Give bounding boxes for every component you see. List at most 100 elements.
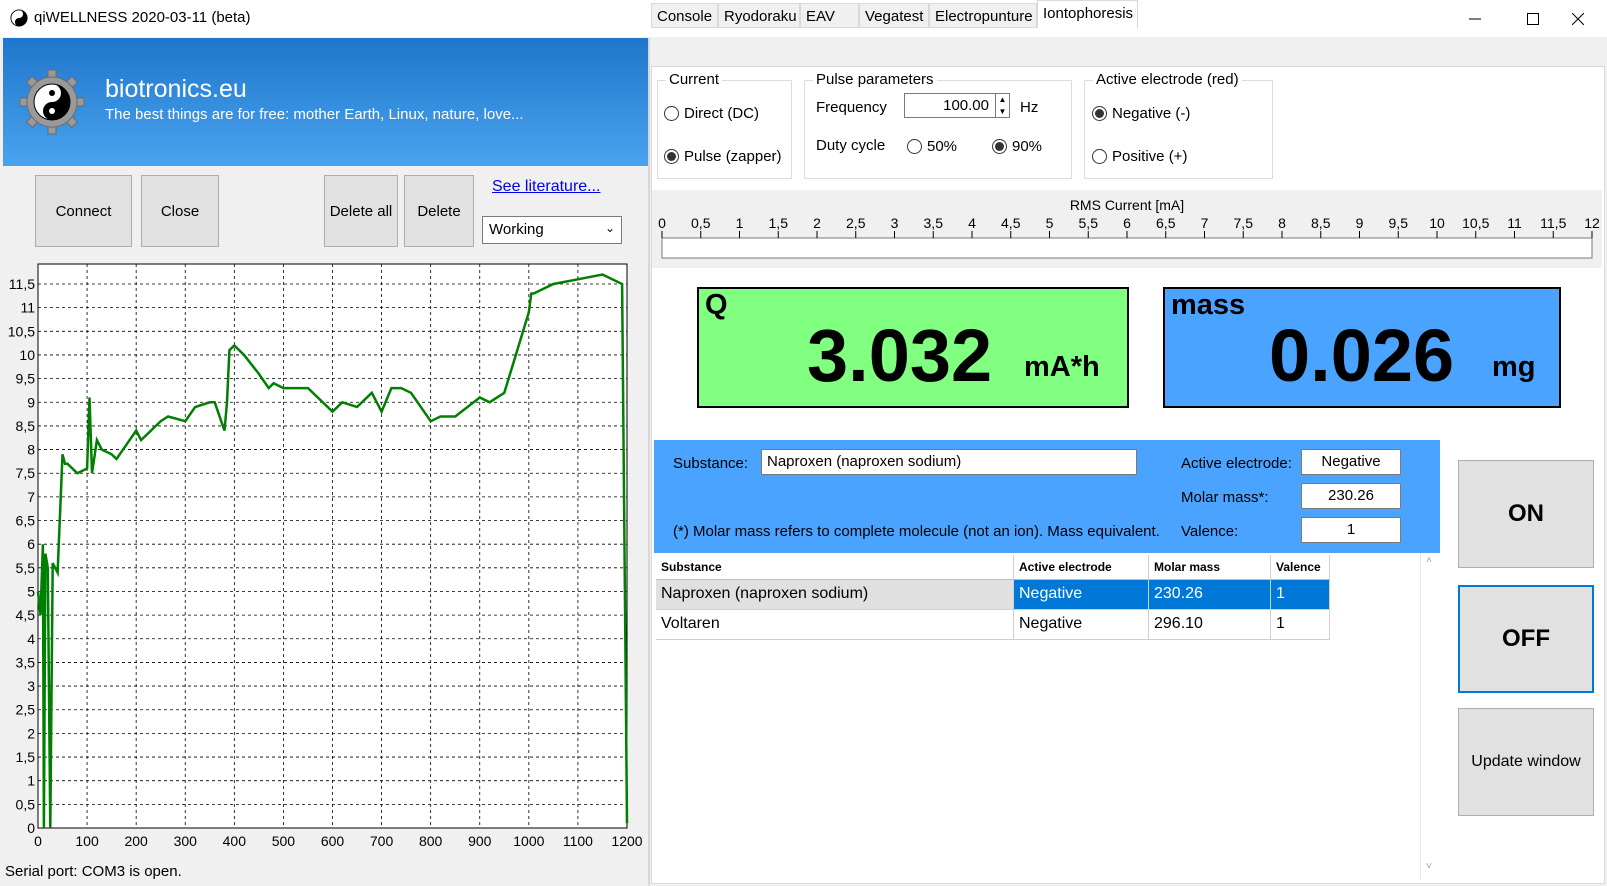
table-scrollbar[interactable]: ˄ ˅ — [1420, 553, 1440, 879]
chart-y-tick-label: 7 — [27, 489, 35, 505]
current-pulse-radio[interactable]: Pulse (zapper) — [664, 148, 782, 165]
window-title: qiWELLNESS 2020-03-11 (beta) — [34, 9, 251, 26]
rms-tick-label: 1,5 — [769, 216, 789, 231]
duty-90-radio[interactable]: 90% — [992, 138, 1042, 155]
gear-yin-yang-logo-icon — [19, 69, 85, 135]
table-row[interactable]: Voltaren Negative 296.10 1 — [656, 610, 1330, 640]
chart-y-tick-label: 4 — [27, 631, 35, 647]
rms-tick-label: 0 — [658, 216, 666, 231]
rms-tick-label: 11 — [1507, 216, 1522, 231]
scroll-down-icon[interactable]: ˅ — [1426, 861, 1432, 872]
molar-mass-input[interactable]: 230.26 — [1301, 483, 1401, 509]
column-header-electrode[interactable]: Active electrode — [1014, 555, 1149, 580]
table-cell[interactable]: Negative — [1014, 610, 1149, 640]
chart-y-tick-label: 11,5 — [9, 276, 35, 292]
table-row[interactable]: Naproxen (naproxen sodium) Negative 230.… — [656, 580, 1330, 610]
rms-tick-label: 0,5 — [691, 216, 711, 231]
mode-select[interactable]: Working ⌄ — [482, 216, 622, 244]
mass-value: 0.026 — [1269, 314, 1455, 397]
column-header-molar-mass[interactable]: Molar mass — [1149, 555, 1271, 580]
table-cell[interactable]: 230.26 — [1149, 580, 1271, 610]
tab-ryodoraku[interactable]: Ryodoraku — [718, 3, 800, 28]
rms-tick-label: 7 — [1201, 216, 1209, 231]
rms-tick-label: 10 — [1429, 216, 1445, 231]
valence-input[interactable]: 1 — [1301, 517, 1401, 543]
connect-button[interactable]: Connect — [35, 175, 132, 247]
substance-input[interactable]: Naproxen (naproxen sodium) — [761, 449, 1137, 475]
active-electrode-field[interactable]: Negative — [1301, 449, 1401, 475]
see-literature-link[interactable]: See literature... — [492, 178, 601, 195]
on-button[interactable]: ON — [1458, 460, 1594, 568]
radio-dot-icon — [907, 139, 922, 154]
radio-dot-icon — [1092, 106, 1107, 121]
chart-y-tick-label: 0,5 — [16, 796, 36, 812]
chart-x-tick-label: 700 — [370, 833, 394, 849]
mass-label: mass — [1171, 289, 1246, 321]
molar-mass-note: (*) Molar mass refers to complete molecu… — [673, 523, 1160, 540]
rms-scale: 0 0,5 1 1,5 2 2,5 3 3,5 4 4,5 5 5,5 6 6,5 7 7,5 8 8,5 9 9,5… — [658, 216, 1600, 259]
chart-y-tick-label: 4,5 — [16, 607, 36, 623]
off-button[interactable]: OFF — [1458, 585, 1594, 693]
table-cell[interactable]: 1 — [1271, 580, 1330, 610]
current-direct-radio[interactable]: Direct (DC) — [664, 105, 759, 122]
radio-dot-icon — [1092, 149, 1107, 164]
duty-50-label: 50% — [927, 138, 958, 155]
electrode-negative-label: Negative (-) — [1112, 105, 1191, 122]
frequency-stepper[interactable]: ▲ ▼ — [996, 93, 1010, 118]
chart-y-tick-label: 2 — [27, 725, 35, 741]
rms-tick-label: 8 — [1278, 216, 1286, 231]
rms-tick-label: 4 — [968, 216, 976, 231]
molar-mass-label: Molar mass*: — [1181, 489, 1269, 506]
rms-title: RMS Current [mA] — [1069, 197, 1185, 213]
electrode-negative-radio[interactable]: Negative (-) — [1092, 105, 1190, 122]
duty-50-radio[interactable]: 50% — [907, 138, 957, 155]
rms-tick-label: 2,5 — [846, 216, 866, 231]
delete-all-button[interactable]: Delete all — [324, 175, 398, 247]
q-unit: mA*h — [1024, 351, 1100, 383]
chart-x-tick-label: 800 — [419, 833, 443, 849]
frequency-input[interactable] — [904, 93, 996, 118]
tab-eav[interactable]: EAV — [800, 3, 859, 28]
tab-electropunture[interactable]: Electropunture — [929, 3, 1037, 28]
rms-tick-label: 6 — [1123, 216, 1131, 231]
site-name: biotronics.eu — [105, 75, 247, 103]
table-cell[interactable]: Voltaren — [656, 610, 1014, 640]
chart-x-tick-label: 900 — [468, 833, 492, 849]
chart-x-tick-label: 100 — [75, 833, 99, 849]
rms-tick-label: 11,5 — [1540, 216, 1566, 231]
rms-tick-label: 8,5 — [1311, 216, 1331, 231]
chart-y-tick-label: 10 — [19, 347, 35, 363]
column-header-substance[interactable]: Substance — [656, 555, 1014, 580]
panel-splitter[interactable] — [648, 38, 650, 886]
rms-current-meter: RMS Current [mA] 0 0,5 1 1,5 2 2,5 3 3,5 4 4,5 5 5,… — [652, 190, 1602, 268]
minimize-button[interactable] — [1446, 0, 1504, 37]
rms-tick-label: 6,5 — [1156, 216, 1176, 231]
chart-y-tick-label: 0 — [27, 820, 35, 836]
update-window-button[interactable]: Update window — [1458, 708, 1594, 816]
current-chart: 00,511,522,533,544,555,566,577,588,599,5… — [8, 263, 643, 849]
tab-vegatest[interactable]: Vegatest — [859, 3, 929, 28]
close-button[interactable] — [1549, 0, 1607, 37]
delete-button[interactable]: Delete — [404, 175, 474, 247]
maximize-icon — [1527, 12, 1539, 25]
column-header-valence[interactable]: Valence — [1271, 555, 1330, 580]
current-direct-label: Direct (DC) — [684, 105, 759, 122]
table-cell[interactable]: 1 — [1271, 610, 1330, 640]
duty-90-label: 90% — [1012, 138, 1043, 155]
tab-iontophoresis[interactable]: Iontophoresis — [1037, 0, 1138, 28]
electrode-positive-radio[interactable]: Positive (+) — [1092, 148, 1187, 165]
rms-tick-label: 3 — [891, 216, 899, 231]
table-cell[interactable]: Negative — [1014, 580, 1149, 610]
mode-select-value: Working — [489, 221, 544, 238]
frequency-label: Frequency — [816, 99, 887, 116]
table-cell[interactable]: Naproxen (naproxen sodium) — [656, 580, 1014, 610]
close-port-button[interactable]: Close — [141, 175, 219, 247]
scroll-up-icon[interactable]: ˄ — [1426, 555, 1432, 566]
frequency-unit: Hz — [1020, 99, 1039, 116]
chart-y-tick-label: 10,5 — [8, 323, 35, 339]
tab-console[interactable]: Console — [651, 3, 718, 28]
q-value: 3.032 — [807, 314, 993, 397]
current-group-title: Current — [666, 71, 723, 88]
table-cell[interactable]: 296.10 — [1149, 610, 1271, 640]
maximize-button[interactable] — [1504, 0, 1562, 37]
